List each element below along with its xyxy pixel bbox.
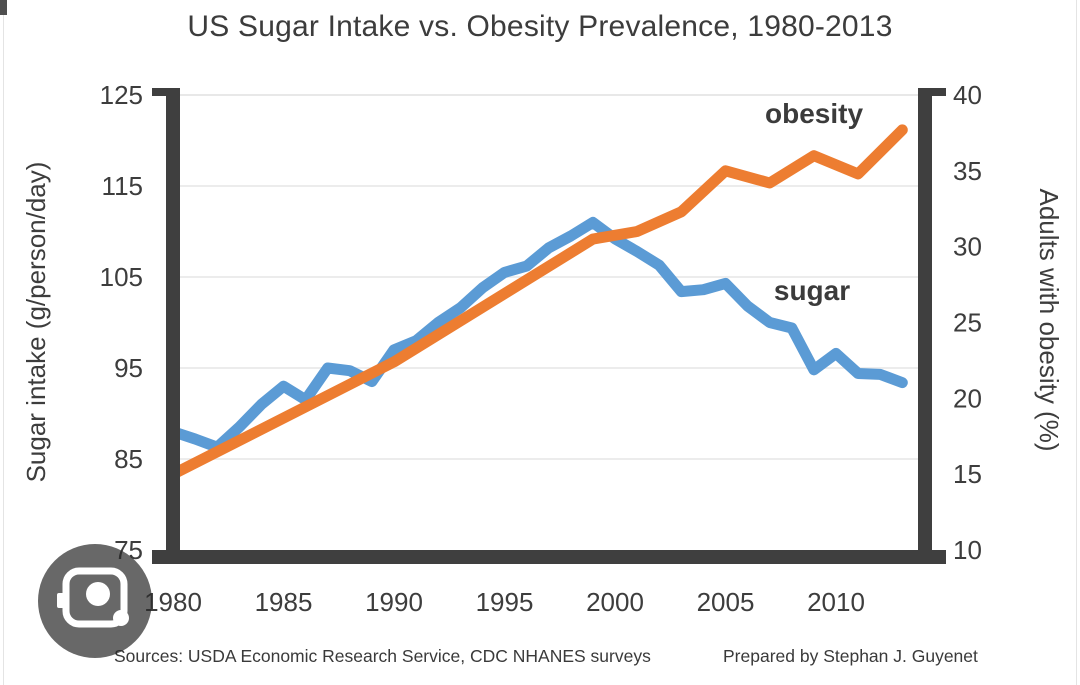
right-axis-tick: 10: [953, 535, 982, 565]
screenshot-corner-artifact: [0, 0, 7, 15]
plot-frame-bar: [918, 88, 932, 551]
obesity-line: [167, 124, 908, 480]
plot-frame: [152, 88, 946, 564]
sugar-line: [167, 216, 908, 453]
right-axis-tick: 15: [953, 459, 982, 489]
left-axis-tick: 85: [114, 444, 143, 474]
x-axis-tick: 2010: [807, 587, 865, 617]
plot-frame-bar: [166, 88, 180, 551]
x-axis-tick: 1995: [476, 587, 534, 617]
x-axis-tick: 1985: [255, 587, 313, 617]
right-axis-title: Adults with obesity (%): [1034, 189, 1064, 452]
right-axis-tick: 35: [953, 156, 982, 186]
x-axis-tick: 2005: [697, 587, 755, 617]
right-axis-tick: 25: [953, 308, 982, 338]
footer-sources: Sources: USDA Economic Research Service,…: [114, 646, 651, 666]
lens-camera-button[interactable]: [36, 542, 154, 660]
plot-frame-bar: [152, 88, 166, 96]
left-axis-tick: 125: [100, 80, 143, 110]
right-axis-tick: 30: [953, 232, 982, 262]
right-edge-line: [1076, 0, 1077, 685]
left-axis-tick: 95: [114, 353, 143, 383]
left-axis-tick: 115: [102, 171, 143, 201]
right-axis-tick: 40: [953, 80, 982, 110]
x-axis-tick: 2000: [586, 587, 644, 617]
right-axis-tick: 20: [953, 383, 982, 413]
footer-credit: Prepared by Stephan J. Guyenet: [723, 646, 978, 666]
camera-icon: [38, 544, 152, 658]
x-axis-tick: 1990: [365, 587, 423, 617]
series-label-sugar: sugar: [774, 275, 850, 306]
x-axis-tick: 1980: [144, 587, 202, 617]
series-lines: [167, 124, 908, 480]
plot-frame-bar: [932, 88, 946, 96]
chart-title: US Sugar Intake vs. Obesity Prevalence, …: [187, 10, 893, 43]
series-label-obesity: obesity: [765, 98, 863, 129]
left-edge-line: [3, 0, 4, 685]
left-axis-title: Sugar intake (g/person/day): [21, 162, 51, 483]
left-axis-tick: 105: [100, 262, 143, 292]
plot-frame-bar: [152, 550, 946, 564]
gridlines: [180, 94, 918, 460]
